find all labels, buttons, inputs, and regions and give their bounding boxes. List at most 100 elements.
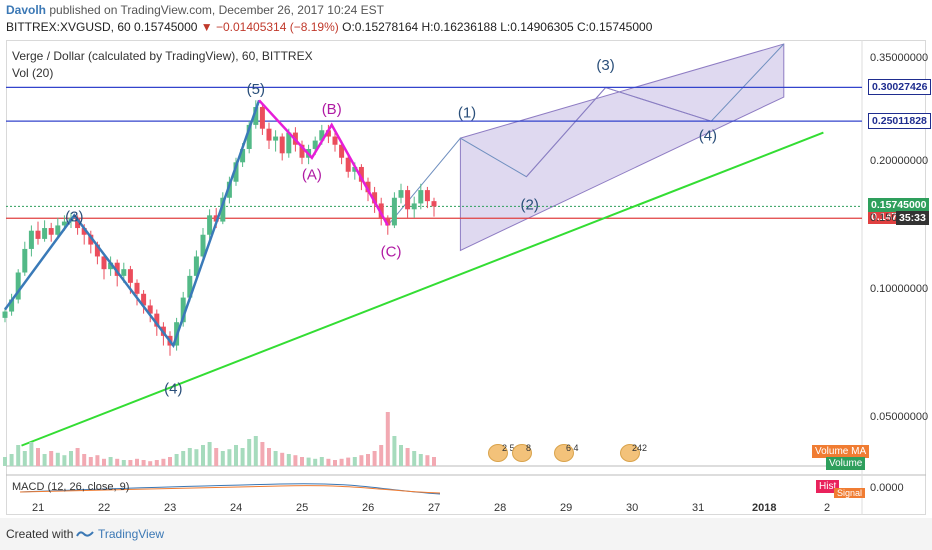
signal-tag: Signal <box>834 488 866 498</box>
level-price-tag: 0.25011828 <box>868 113 931 130</box>
volume-bar <box>95 455 100 466</box>
candle-body <box>286 132 292 154</box>
candle-body <box>193 256 199 276</box>
volume-bar <box>240 448 245 466</box>
time-tick-label: 29 <box>560 502 573 514</box>
volume-bar <box>55 452 60 466</box>
volume-bar <box>372 451 377 466</box>
time-tick-label: 24 <box>230 502 243 514</box>
macd-signal-line <box>19 485 441 494</box>
volume-bar <box>148 461 153 466</box>
candle-body <box>154 313 160 327</box>
volume-bar <box>3 457 7 466</box>
volume-bar <box>220 451 225 466</box>
event-flag-icon[interactable] <box>512 444 532 462</box>
candle-body <box>187 275 193 298</box>
volume-bar <box>385 412 390 466</box>
candle-body <box>345 157 351 172</box>
candle-body <box>61 221 67 226</box>
candle-body <box>299 144 305 158</box>
hist-tag: Hist <box>816 480 840 493</box>
symbol-text: BITTREX:XVGUSD, 60 0.15745000 <box>6 20 198 34</box>
tradingview-brand-link[interactable]: TradingView <box>98 527 165 541</box>
candle-body <box>121 269 127 276</box>
candle-body <box>127 269 133 283</box>
volume-bar <box>260 442 265 466</box>
volume-bar <box>181 451 186 466</box>
volume-bar <box>366 454 370 466</box>
candle-body <box>48 228 54 235</box>
candle-body <box>391 197 397 226</box>
candle-body <box>75 217 81 229</box>
created-with-text: Created with <box>6 527 74 541</box>
volume-bar <box>154 460 159 466</box>
event-flag-icon[interactable] <box>554 444 574 462</box>
candle-body <box>424 190 430 202</box>
candle-body <box>42 228 48 239</box>
volume-bar <box>399 445 403 466</box>
time-tick-label: 22 <box>98 502 111 514</box>
volume-bar <box>405 448 410 466</box>
forecast-channel <box>459 43 785 252</box>
volume-bar <box>319 457 324 466</box>
candle-body <box>411 203 417 210</box>
volume-bar <box>16 445 21 466</box>
volume-bar <box>326 458 331 466</box>
time-tick-label: 2018 <box>752 502 777 514</box>
volume-bar <box>306 457 311 466</box>
volume-bar <box>168 457 172 466</box>
volume-bar <box>49 451 54 466</box>
volume-tag: Volume <box>826 457 866 470</box>
volume-bar <box>247 439 252 466</box>
volume-bar <box>392 436 397 466</box>
ohlc-text: O:0.15278164 H:0.16236188 L:0.14906305 C… <box>342 20 653 34</box>
volume-bar <box>161 458 166 466</box>
volume-ma-tag: Volume MA <box>812 445 870 458</box>
volume-bar <box>42 454 47 466</box>
event-flag-icon[interactable] <box>488 444 508 462</box>
candle-body <box>35 230 41 239</box>
chart-title: Verge / Dollar (calculated by TradingVie… <box>12 49 313 63</box>
volume-bar <box>267 448 271 466</box>
candle-body <box>372 192 378 204</box>
volume-bar <box>432 457 436 466</box>
candle-body <box>405 190 411 210</box>
wave-label: (A) <box>302 167 322 184</box>
time-tick-label: 31 <box>692 502 705 514</box>
wave-label: (4) <box>164 381 182 398</box>
candle-body <box>358 166 364 182</box>
volume-bar <box>234 445 238 466</box>
volume-bar <box>102 458 106 466</box>
wave-label: (5) <box>247 81 265 98</box>
macd-zero-label: 0.0000 <box>870 482 904 494</box>
volume-bar <box>286 454 291 466</box>
volume-bar <box>280 452 285 466</box>
volume-label: Vol (20) <box>12 66 54 80</box>
forecast-inner-line <box>605 87 712 122</box>
volume-bar <box>346 457 351 466</box>
price-tick-label: 0.35000000 <box>870 52 929 65</box>
price-tick-label: 0.150 <box>870 212 898 225</box>
candle-body <box>28 230 34 249</box>
event-flag-icon[interactable] <box>620 444 640 462</box>
volume-bar <box>227 449 232 466</box>
candle-body <box>147 305 153 314</box>
volume-bar <box>359 455 364 466</box>
volume-bar <box>141 460 146 466</box>
author-name[interactable]: Davolh <box>6 3 47 17</box>
candle-body <box>200 234 206 257</box>
time-tick-label: 23 <box>164 502 177 514</box>
candle-body <box>101 256 107 270</box>
candle-body <box>385 217 391 226</box>
candle-body <box>266 128 272 141</box>
macd-line <box>19 483 441 495</box>
candle-body <box>81 228 87 235</box>
volume-bar <box>293 455 298 466</box>
volume-bar <box>29 442 34 466</box>
volume-bar <box>128 460 133 466</box>
price-tick-label: 0.05000000 <box>870 410 929 423</box>
candle-body <box>240 148 246 163</box>
last-price-tag: 0.15745000 <box>868 198 930 213</box>
price-tick-label: 0.20000000 <box>870 155 929 168</box>
